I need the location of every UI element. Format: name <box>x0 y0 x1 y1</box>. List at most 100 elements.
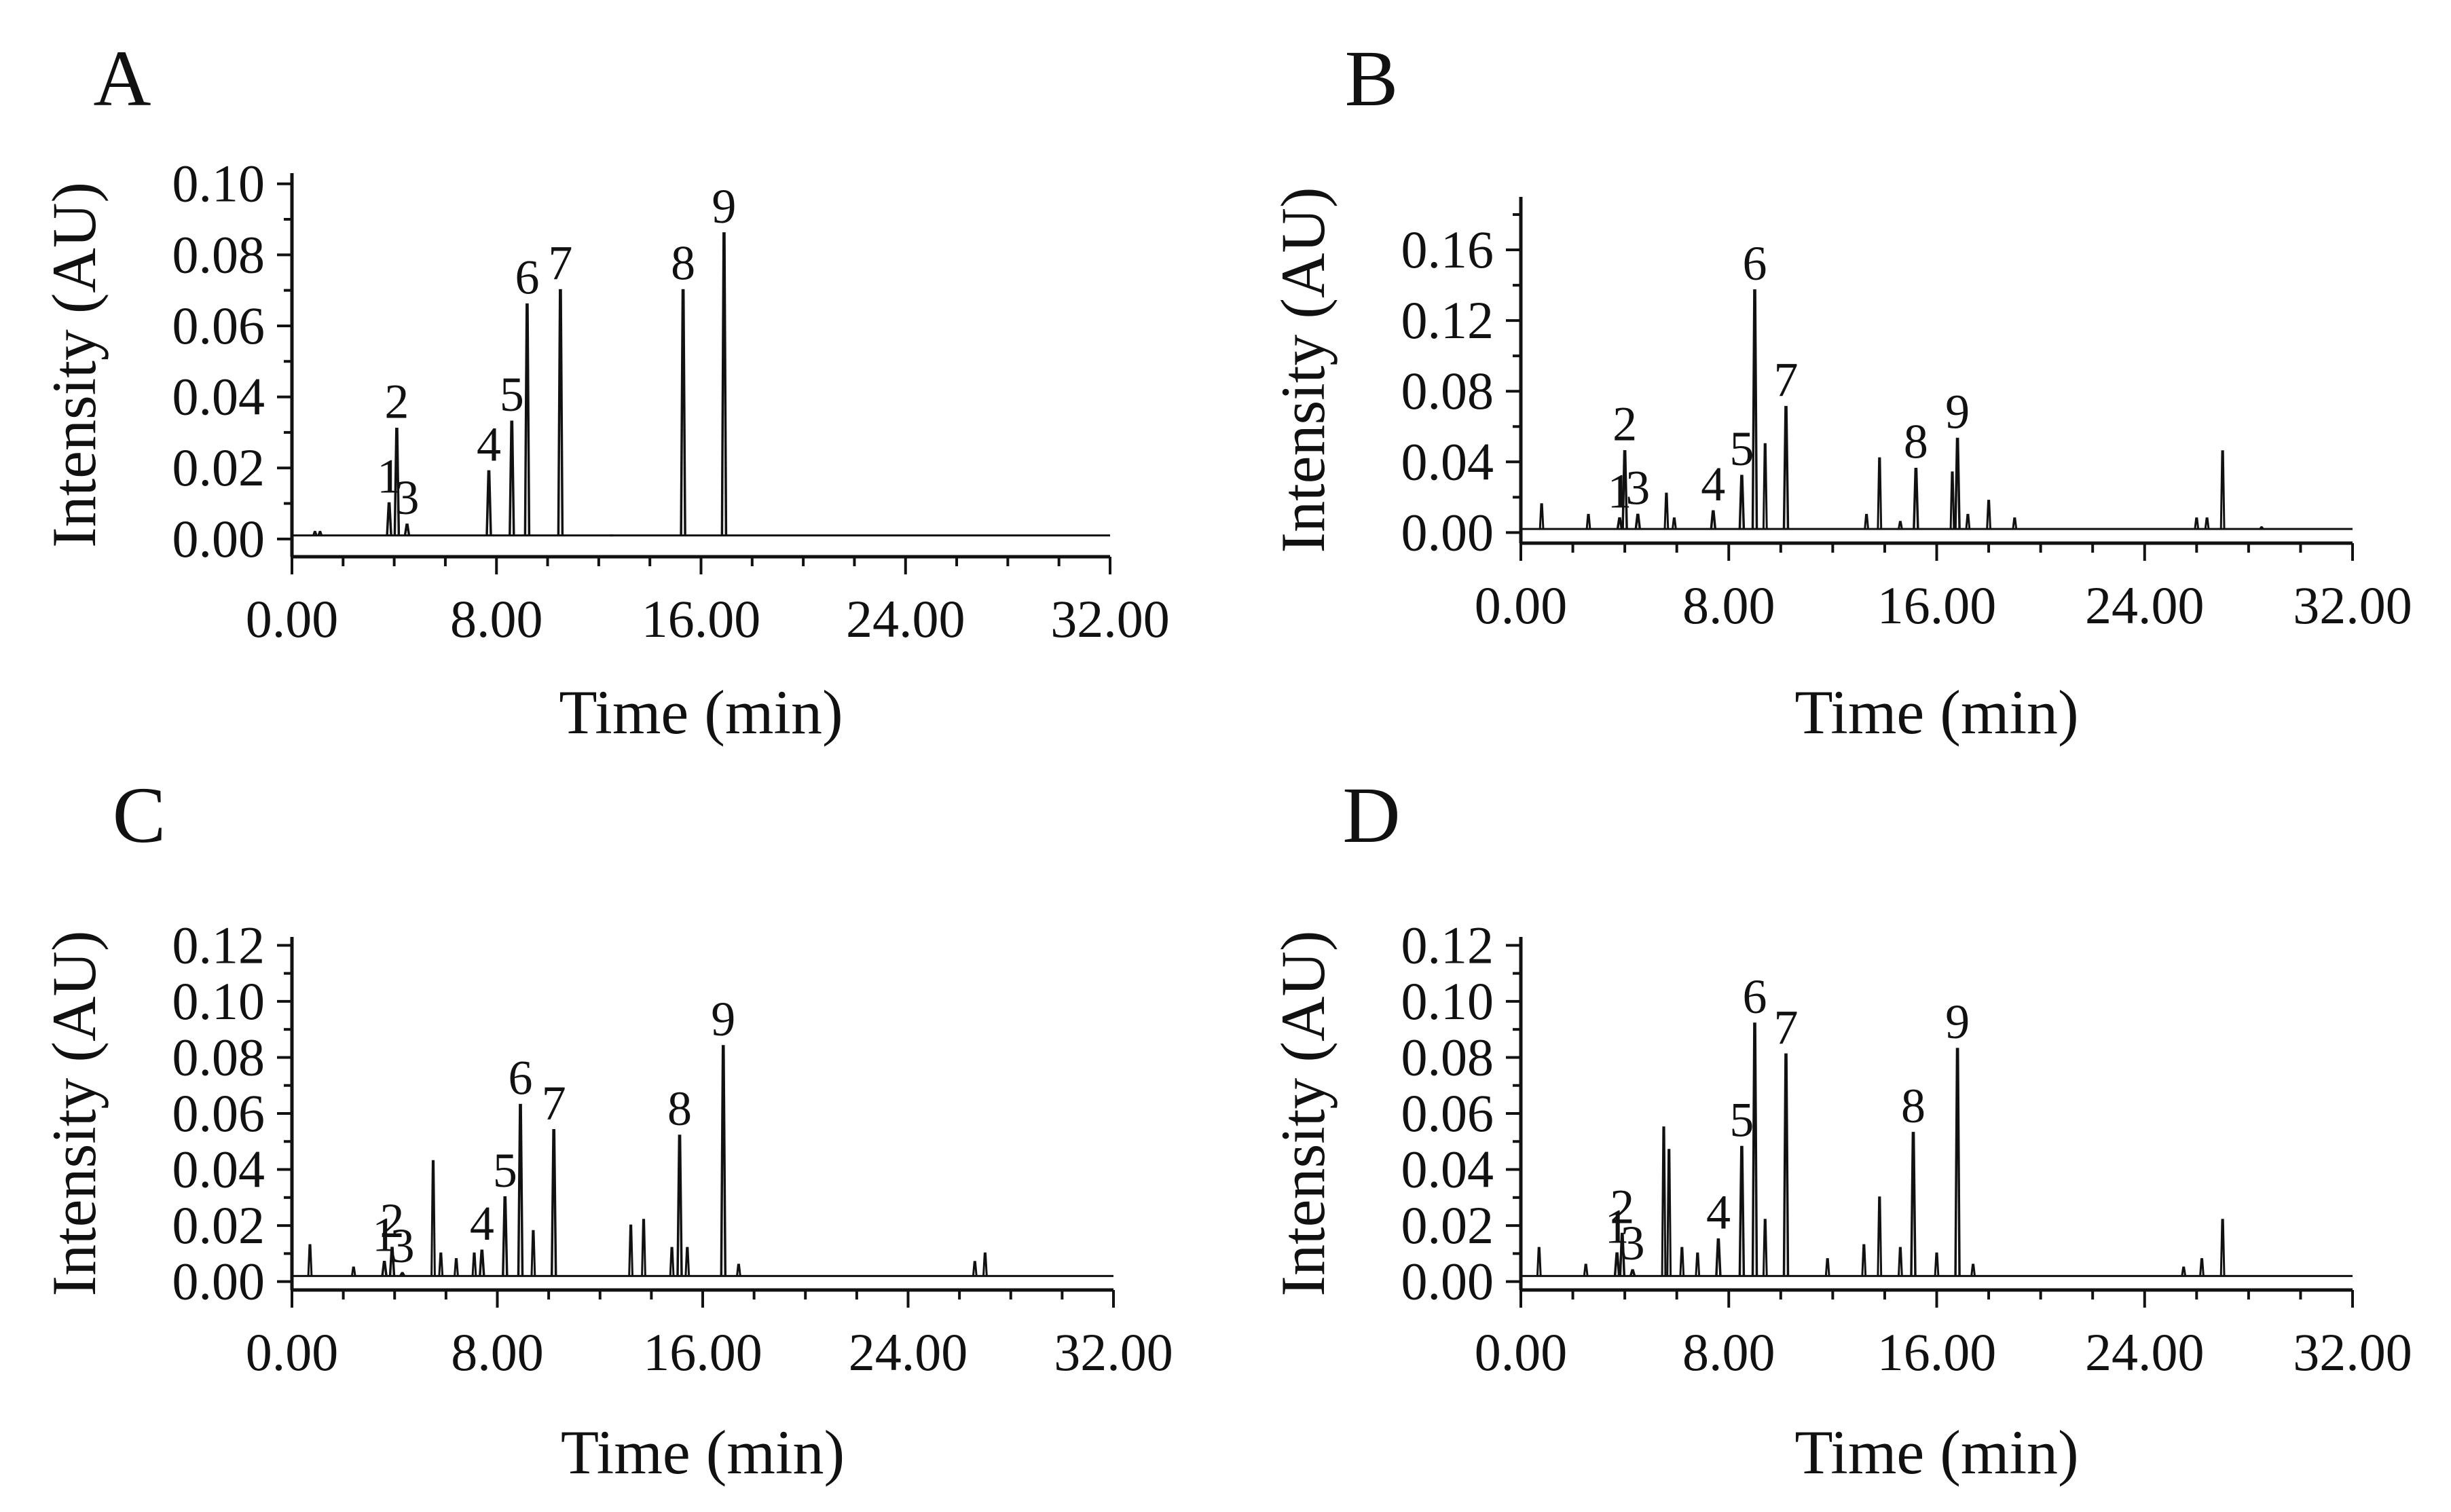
x-tick-label-c: 16.00 <box>643 1323 762 1382</box>
peak-label-b-6: 6 <box>1743 236 1767 291</box>
peak-d-7 <box>1782 1053 1790 1276</box>
y-tick-label-c: 0.10 <box>172 972 265 1031</box>
y-tick-label-d: 0.04 <box>1401 1140 1494 1199</box>
peak-label-d-6: 6 <box>1743 970 1767 1024</box>
panel-label-c: C <box>113 771 166 860</box>
minor-peak-b <box>2012 517 2018 530</box>
minor-peak-d <box>1898 1247 1903 1276</box>
peak-b-9 <box>1954 437 1961 530</box>
peak-label-d-5: 5 <box>1729 1093 1754 1147</box>
peak-label-c-9: 9 <box>711 992 735 1046</box>
y-tick-label-c: 0.06 <box>172 1084 265 1143</box>
minor-peak-b <box>1949 471 1955 530</box>
y-tick-label-c: 0.12 <box>172 915 265 974</box>
y-tick-label-a: 0.06 <box>172 296 265 355</box>
x-tick-label-a: 8.00 <box>450 589 543 648</box>
y-tick-label-a: 0.02 <box>172 438 265 497</box>
peak-label-a-9: 9 <box>712 179 736 234</box>
peak-label-a-8: 8 <box>671 236 695 291</box>
minor-peak-b <box>2219 450 2226 530</box>
minor-peak-c <box>684 1247 690 1276</box>
panel-label-d: D <box>1342 771 1400 860</box>
peak-a-5 <box>509 420 515 536</box>
y-tick-label-d: 0.08 <box>1401 1027 1494 1086</box>
peak-label-b-7: 7 <box>1773 353 1798 407</box>
minor-peak-c <box>430 1160 436 1276</box>
minor-peak-b <box>1762 443 1768 530</box>
peak-label-d-3: 3 <box>1621 1216 1645 1270</box>
peak-b-4 <box>1710 510 1717 530</box>
x-tick-label-d: 0.00 <box>1475 1323 1568 1382</box>
minor-peak-d <box>1661 1126 1667 1276</box>
y-tick-label-b: 0.04 <box>1401 432 1494 491</box>
peak-d-5 <box>1738 1145 1746 1276</box>
peak-label-c-4: 4 <box>470 1196 494 1251</box>
minor-peak-a <box>317 530 323 536</box>
peak-a-4 <box>485 470 492 536</box>
minor-peak-d <box>1861 1244 1867 1276</box>
x-tick-label-d: 8.00 <box>1682 1323 1775 1382</box>
peak-label-a-7: 7 <box>548 236 572 291</box>
x-tick-label-b: 24.00 <box>2085 576 2205 635</box>
peak-label-d-1: 1 <box>1605 1199 1629 1253</box>
peak-label-c-3: 3 <box>390 1219 415 1273</box>
minor-peak-b <box>2259 526 2264 530</box>
panel-a: A 0.00 8.00 16.00 24.00 32.00 0.00 0.02 0.04 0.06… <box>39 34 1170 747</box>
peak-label-c-8: 8 <box>667 1082 692 1136</box>
peak-a-6 <box>523 303 531 536</box>
x-tick-label-a: 32.00 <box>1050 589 1170 648</box>
peak-a-3 <box>403 523 411 536</box>
peak-b-7 <box>1782 405 1790 530</box>
peak-label-b-5: 5 <box>1729 422 1754 476</box>
y-tick-label-b: 0.08 <box>1401 361 1494 420</box>
minor-peak-b <box>1965 513 1971 530</box>
peak-d-2 <box>1619 1232 1626 1276</box>
minor-peak-d <box>1536 1247 1542 1276</box>
minor-peak-d <box>1666 1149 1672 1276</box>
peak-label-d-7: 7 <box>1773 1000 1798 1054</box>
y-tick-label-d: 0.12 <box>1401 915 1494 974</box>
x-tick-label-d: 32.00 <box>2293 1323 2412 1382</box>
peak-c-9 <box>720 1045 727 1276</box>
y-tick-label-a: 0.10 <box>172 154 265 213</box>
x-tick-label-c: 0.00 <box>246 1323 339 1382</box>
x-axis-title-a: Time (min) <box>559 678 843 747</box>
peak-label-a-2: 2 <box>384 375 409 429</box>
peak-label-c-5: 5 <box>493 1143 517 1198</box>
peak-label-b-2: 2 <box>1612 397 1637 451</box>
x-tick-label-d: 24.00 <box>2085 1323 2205 1382</box>
x-axis-title-b: Time (min) <box>1794 678 2078 747</box>
y-tick-label-d: 0.10 <box>1401 972 1494 1031</box>
minor-peak-c <box>641 1219 646 1276</box>
minor-peak-d <box>1762 1219 1768 1276</box>
peak-b-1 <box>1616 517 1623 530</box>
x-tick-label-c: 8.00 <box>451 1323 544 1382</box>
y-tick-label-b: 0.12 <box>1401 291 1494 350</box>
peak-a-9 <box>720 232 728 536</box>
minor-peak-d <box>1824 1258 1830 1276</box>
peak-a-7 <box>557 289 564 536</box>
peak-b-3 <box>1634 513 1642 530</box>
peak-label-b-9: 9 <box>1945 384 1970 439</box>
y-tick-label-d: 0.06 <box>1401 1084 1494 1143</box>
minor-peak-c <box>628 1224 633 1276</box>
peak-b-5 <box>1738 475 1746 530</box>
peak-c-6 <box>517 1103 524 1276</box>
y-tick-label-c: 0.02 <box>172 1196 265 1255</box>
peak-a-1 <box>386 502 392 536</box>
peak-label-c-6: 6 <box>509 1051 533 1105</box>
peak-label-d-8: 8 <box>1901 1079 1925 1133</box>
minor-peak-b <box>1864 513 1869 530</box>
peak-label-b-8: 8 <box>1904 415 1928 469</box>
panel-label-b: B <box>1345 34 1399 123</box>
peak-c-8 <box>676 1135 683 1276</box>
peak-label-b-3: 3 <box>1625 460 1650 515</box>
y-tick-label-c: 0.08 <box>172 1027 265 1086</box>
y-tick-label-b: 0.16 <box>1401 220 1494 279</box>
peak-label-d-4: 4 <box>1706 1185 1731 1240</box>
peak-c-1 <box>381 1260 388 1276</box>
y-tick-label-d: 0.00 <box>1401 1252 1494 1311</box>
x-tick-label-b: 8.00 <box>1682 576 1775 635</box>
minor-peak-d <box>1695 1252 1701 1276</box>
peak-d-1 <box>1613 1252 1621 1276</box>
